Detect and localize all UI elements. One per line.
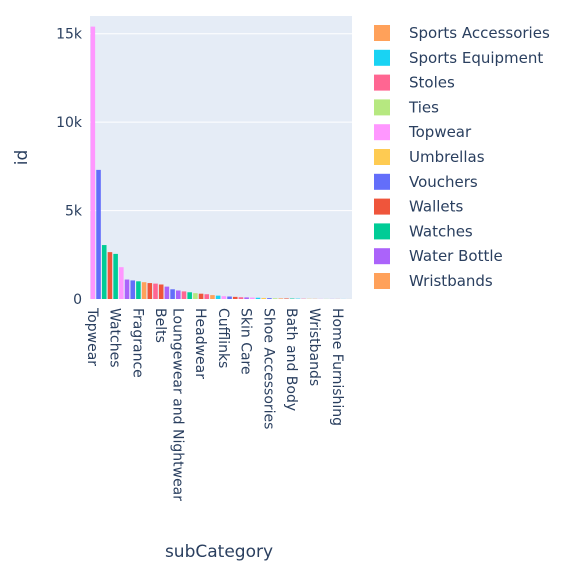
bar <box>199 294 204 299</box>
legend-label: Stoles <box>409 74 455 92</box>
legend-label: Vouchers <box>409 173 478 191</box>
bar <box>176 291 181 299</box>
x-tick-label: Belts <box>152 308 168 343</box>
legend-swatch <box>374 75 390 91</box>
bar <box>148 283 153 299</box>
bar <box>216 296 221 299</box>
y-tick-label: 5k <box>65 204 83 220</box>
x-axis-title: subCategory <box>165 542 273 562</box>
bar <box>239 297 244 299</box>
bar <box>261 298 266 299</box>
x-tick-label: Cufflinks <box>215 308 231 368</box>
x-tick-label: Loungewear and Nightwear <box>169 308 185 501</box>
legend-swatch <box>374 99 390 115</box>
legend-label: Watches <box>409 222 473 240</box>
bar <box>222 296 227 299</box>
x-tick-label: Watches <box>107 308 123 368</box>
bar <box>250 298 255 299</box>
bar <box>125 280 130 299</box>
bar <box>210 295 215 299</box>
legend-swatch <box>374 50 390 66</box>
legend-label: Wristbands <box>409 272 493 290</box>
legend-item[interactable]: Ties <box>374 98 439 116</box>
legend: Sports Accessories Sports Equipment Stoles… <box>374 24 550 290</box>
y-tick-label: 0 <box>73 292 82 308</box>
bar <box>142 282 147 299</box>
legend-item[interactable]: Wallets <box>374 198 464 216</box>
bar <box>256 298 261 299</box>
x-tick-label: Skin Care <box>238 308 254 375</box>
legend-swatch <box>374 124 390 140</box>
legend-swatch <box>374 199 390 215</box>
legend-label: Wallets <box>409 198 464 216</box>
legend-label: Ties <box>408 98 439 116</box>
legend-item[interactable]: Stoles <box>374 74 455 92</box>
x-tick-label: Home Furnishing <box>329 308 345 426</box>
legend-label: Umbrellas <box>409 148 485 166</box>
bar <box>113 254 118 299</box>
y-axis-title: id <box>12 150 32 166</box>
x-tick-label: Headwear <box>192 308 208 379</box>
bar <box>91 27 96 299</box>
bar <box>108 252 113 299</box>
legend-swatch <box>374 174 390 190</box>
x-tick-label: Topwear <box>84 307 100 366</box>
legend-item[interactable]: Water Bottle <box>374 247 503 265</box>
y-axis-ticks: 0 5k 10k 15k <box>56 27 83 308</box>
legend-label: Topwear <box>408 123 472 141</box>
y-tick-label: 15k <box>56 27 83 43</box>
bar <box>165 287 170 299</box>
bar <box>182 291 187 299</box>
bar <box>130 280 135 299</box>
legend-swatch <box>374 25 390 41</box>
bar <box>244 297 249 299</box>
x-tick-label: Shoe Accessories <box>260 308 276 429</box>
bar <box>170 289 175 299</box>
legend-label: Sports Equipment <box>409 49 543 67</box>
legend-item[interactable]: Sports Accessories <box>374 24 550 42</box>
legend-item[interactable]: Sports Equipment <box>374 49 543 67</box>
bar <box>119 267 124 299</box>
y-tick-label: 10k <box>56 115 83 131</box>
x-tick-label: Wristbands <box>306 308 322 386</box>
x-tick-label: Fragrance <box>129 308 145 378</box>
bar <box>153 284 158 299</box>
legend-item[interactable]: Watches <box>374 222 473 240</box>
bar <box>187 292 192 299</box>
bar <box>193 293 198 299</box>
bar <box>102 245 107 299</box>
legend-item[interactable]: Wristbands <box>374 272 493 290</box>
bar <box>267 298 272 299</box>
legend-swatch <box>374 273 390 289</box>
bar <box>136 281 141 299</box>
legend-label: Water Bottle <box>409 247 503 265</box>
plot-background <box>90 16 352 299</box>
bar <box>279 298 284 299</box>
legend-item[interactable]: Topwear <box>374 123 472 141</box>
legend-label: Sports Accessories <box>409 24 550 42</box>
bar <box>227 297 232 299</box>
legend-swatch <box>374 223 390 239</box>
legend-swatch <box>374 149 390 165</box>
bar <box>233 297 238 299</box>
x-tick-label: Bath and Body <box>283 308 299 411</box>
legend-swatch <box>374 248 390 264</box>
legend-item[interactable]: Umbrellas <box>374 148 485 166</box>
bar <box>273 298 278 299</box>
bar <box>284 298 289 299</box>
bar <box>159 284 164 299</box>
bar <box>204 294 209 299</box>
legend-item[interactable]: Vouchers <box>374 173 478 191</box>
bar <box>96 170 101 299</box>
